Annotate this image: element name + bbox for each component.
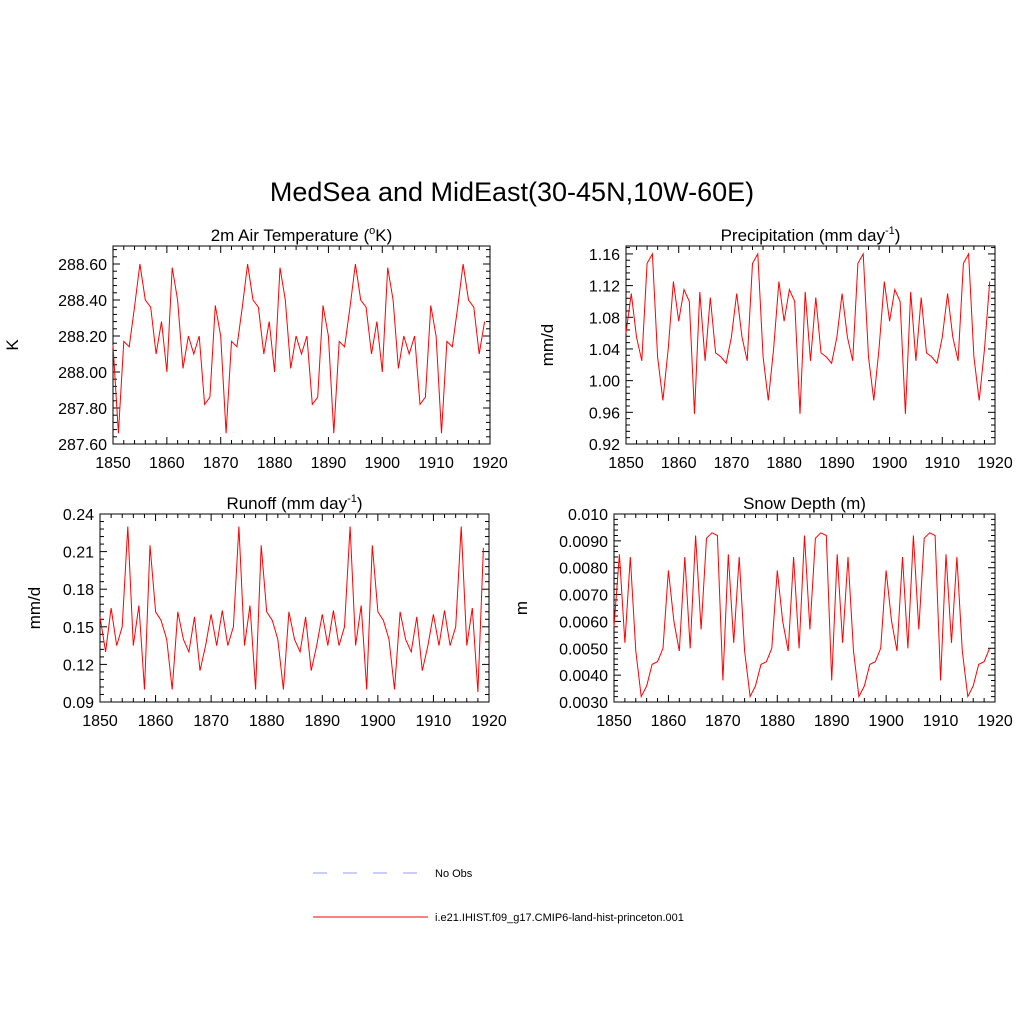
y-tick-label: 1.16 [589,247,620,264]
x-tick-label: 1900 [868,713,904,730]
y-tick-label: 288.20 [58,329,107,346]
x-tick-label: 1910 [416,713,452,730]
y-tick-label: 0.0090 [559,534,608,551]
y-tick-label: 1.12 [589,279,620,296]
x-tick-label: 1860 [651,713,687,730]
y-tick-label: 0.92 [589,437,620,454]
y-tick-label: 1.04 [589,342,620,359]
x-tick-label: 1910 [418,455,454,472]
x-tick-label: 1900 [364,455,400,472]
x-tick-label: 1920 [471,713,507,730]
panel-title: Runoff (mm day-1) [226,493,362,513]
y-tick-label: 288.40 [58,293,107,310]
y-tick-label: 0.0030 [559,695,608,712]
panel-title: 2m Air Temperature (oK) [211,225,393,245]
y-tick-label: 0.010 [568,507,608,524]
y-tick-label: 0.18 [63,582,94,599]
x-tick-label: 1870 [714,455,750,472]
x-tick-label: 1900 [872,455,908,472]
x-tick-label: 1890 [819,455,855,472]
y-axis-label: mm/d [25,587,44,630]
x-tick-label: 1890 [311,455,347,472]
y-tick-label: 0.0050 [559,641,608,658]
y-tick-label: 0.15 [63,620,94,637]
x-tick-label: 1870 [203,455,239,472]
x-tick-label: 1850 [608,455,644,472]
panel-snow-depth: 1850 1860 1870 1880 1890 1900 1910 1920 0.0030 0.… [512,494,1013,730]
y-tick-label: 1.00 [589,374,620,391]
series-line-precipitation [625,252,991,414]
y-tick-label: 0.21 [63,545,94,562]
x-tick-label: 1890 [304,713,340,730]
y-tick-label: 0.12 [63,657,94,674]
panel-title: Snow Depth (m) [743,494,866,513]
y-axis-label: mm/d [538,324,557,367]
series-line-air-temperature [112,263,486,434]
x-tick-label: 1860 [149,455,185,472]
y-tick-label: 288.00 [58,365,107,382]
x-tick-label: 1880 [766,455,802,472]
series-line-snow-depth [613,532,991,699]
x-tick-label: 1850 [95,455,131,472]
y-tick-label: 0.09 [63,695,94,712]
panel-air-temperature: 1850 1860 1870 1880 1890 1900 1910 1920 287.60 28… [3,225,508,472]
series-line-runoff [99,526,484,693]
x-tick-label: 1920 [977,713,1013,730]
x-tick-label: 1910 [923,713,959,730]
y-tick-label: 288.60 [58,257,107,274]
main-title: MedSea and MidEast(30-45N,10W-60E) [270,177,754,207]
x-tick-label: 1870 [705,713,741,730]
x-tick-label: 1850 [82,713,118,730]
y-axis-label: K [3,339,22,351]
y-tick-label: 0.0080 [559,561,608,578]
y-tick-label: 0.0040 [559,668,608,685]
y-tick-label: 0.0060 [559,614,608,631]
panel-title: Precipitation (mm day-1) [721,225,901,245]
x-tick-label: 1860 [138,713,174,730]
x-tick-label: 1920 [472,455,508,472]
plot-frame [99,513,490,703]
x-tick-label: 1850 [596,713,632,730]
y-tick-label: 1.08 [589,310,620,327]
legend: No Obs i.e21.IHIST.f09_g17.CMIP6-land-hi… [313,868,684,924]
y-tick-label: 0.0070 [559,588,608,605]
legend-model-label: i.e21.IHIST.f09_g17.CMIP6-land-hist-prin… [435,912,684,924]
plot-frame [613,513,996,703]
x-tick-label: 1870 [193,713,229,730]
x-tick-label: 1880 [249,713,285,730]
panels: 1850 1860 1870 1880 1890 1900 1910 1920 287.60 28… [3,225,1013,730]
x-tick-label: 1880 [759,713,795,730]
legend-obs-label: No Obs [435,868,473,880]
y-tick-label: 0.24 [63,507,94,524]
y-tick-label: 287.60 [58,437,107,454]
plot-frame [625,245,996,445]
x-tick-label: 1920 [977,455,1013,472]
y-axis-label: m [512,601,531,615]
plot-frame [112,245,491,445]
x-tick-label: 1860 [661,455,697,472]
x-tick-label: 1890 [814,713,850,730]
x-tick-label: 1910 [924,455,960,472]
y-tick-label: 0.96 [589,405,620,422]
y-tick-label: 287.80 [58,401,107,418]
panel-runoff: 1850 1860 1870 1880 1890 1900 1910 1920 0.09 0.12… [25,493,507,730]
panel-precipitation: 1850 1860 1870 1880 1890 1900 1910 1920 0.92 0.96… [538,225,1013,472]
x-tick-label: 1880 [257,455,293,472]
x-tick-label: 1900 [360,713,396,730]
